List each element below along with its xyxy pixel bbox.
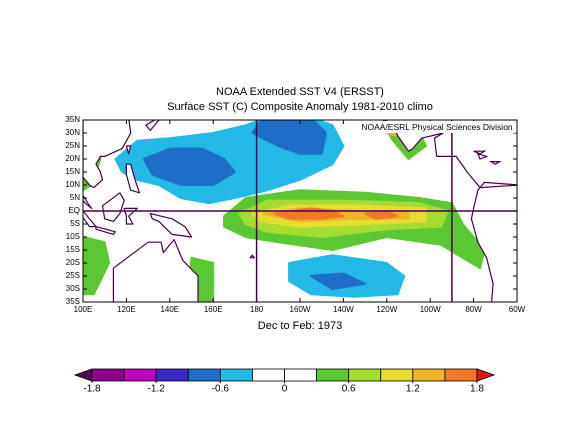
y-tick-label: 10S — [66, 232, 80, 241]
period-label: Dec to Feb: 1973 — [258, 320, 342, 332]
landmass — [112, 239, 199, 302]
landmass — [249, 254, 255, 259]
colorbar-label: 0.6 — [342, 384, 356, 395]
y-tick-label: 35S — [66, 297, 80, 306]
x-tick-label: 80W — [465, 305, 482, 314]
y-tick-label: 20N — [65, 154, 80, 163]
colorbar-segment — [380, 368, 414, 382]
y-tick-label: EQ — [68, 206, 80, 215]
y-tick-label: 15N — [65, 167, 80, 176]
y-tick-label: 25S — [66, 271, 80, 280]
colorbar-segment — [123, 368, 157, 382]
map-frame — [82, 119, 518, 303]
landmass — [125, 163, 140, 194]
y-tick-label: 25N — [65, 141, 80, 150]
colorbar: -1.8 -1.2 -0.6 0 0.6 1.2 1.8 — [73, 368, 496, 395]
colorbar-label: -0.6 — [212, 384, 230, 395]
landmass — [238, 301, 241, 302]
colorbar-segment — [412, 368, 446, 382]
landmass — [95, 226, 117, 235]
x-tick-label: 140E — [160, 305, 179, 314]
y-tick-label: 10N — [65, 180, 80, 189]
colorbar-segment — [316, 368, 350, 382]
subtitle: Surface SST (C) Composite Anomaly 1981-2… — [167, 101, 433, 113]
colorbar-label: -1.2 — [148, 384, 166, 395]
anomaly-region — [251, 120, 327, 155]
colorbar-label: -1.8 — [83, 384, 101, 395]
x-tick-label: 120W — [376, 305, 397, 314]
x-tick-label: 120E — [117, 305, 136, 314]
x-tick-label: 140W — [333, 305, 354, 314]
colorbar-segment — [219, 368, 253, 382]
x-tick-label: 100E — [74, 305, 93, 314]
colorbar-label: 0 — [282, 384, 288, 395]
colorbar-segment — [252, 368, 285, 382]
island — [488, 161, 502, 165]
colorbar-segment — [348, 368, 382, 382]
colorbar-label: 1.8 — [470, 384, 484, 395]
x-tick-label: 180 — [250, 305, 264, 314]
y-tick-label: 20S — [66, 258, 80, 267]
landmass — [83, 209, 97, 228]
landmass — [101, 192, 125, 222]
landmass — [83, 120, 132, 189]
y-tick-label: 30S — [66, 284, 80, 293]
credit: NOAA/ESRL Physical Sciences Division — [361, 122, 513, 132]
y-tick-label: 5N — [70, 193, 80, 202]
colorbar-label: 1.2 — [406, 384, 420, 395]
y-tick-label: 30N — [65, 128, 80, 137]
y-tick-label: 5S — [70, 219, 80, 228]
colorbar-segment — [187, 368, 221, 382]
landmass — [149, 213, 193, 238]
landmass — [145, 120, 160, 131]
coastlines — [83, 120, 517, 302]
x-tick-label: 100W — [420, 305, 441, 314]
colorbar-end — [73, 368, 93, 382]
colorbar-segment — [444, 368, 478, 382]
x-tick-label: 160W — [290, 305, 311, 314]
overlay: 100E 120E 140E 160E 180 160W 140W 120W 100W 80W 60… — [65, 115, 525, 314]
island — [473, 150, 487, 155]
colorbar-end — [476, 368, 496, 382]
x-tick-label: 160E — [204, 305, 223, 314]
landmass — [381, 120, 517, 302]
landmass — [125, 145, 132, 155]
anomaly-region — [309, 272, 367, 290]
y-tick-label: 15S — [66, 245, 80, 254]
island — [476, 152, 489, 160]
colorbar-segment — [91, 368, 125, 382]
colorbar-segment — [155, 368, 189, 382]
anomaly-region — [364, 210, 399, 220]
anomaly-region — [83, 236, 110, 296]
y-tick-label: 35N — [65, 115, 80, 124]
credit-box — [358, 121, 516, 133]
landmass — [83, 194, 93, 209]
title: NOAA Extended SST V4 (ERSST) — [216, 86, 384, 98]
anomaly-region — [142, 147, 236, 186]
x-tick-label: 60W — [509, 305, 526, 314]
landmass — [123, 207, 138, 225]
colorbar-segment — [284, 368, 317, 382]
